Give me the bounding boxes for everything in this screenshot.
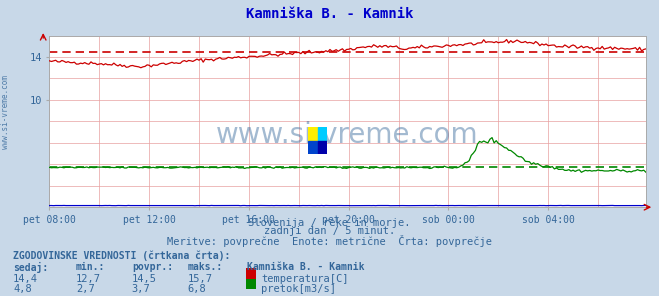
Text: 12,7: 12,7 xyxy=(76,274,101,284)
Text: ZGODOVINSKE VREDNOSTI (črtkana črta):: ZGODOVINSKE VREDNOSTI (črtkana črta): xyxy=(13,250,231,260)
Bar xyxy=(318,141,327,154)
Text: Kamniška B. - Kamnik: Kamniška B. - Kamnik xyxy=(247,262,364,272)
Text: sedaj:: sedaj: xyxy=(13,262,48,273)
Bar xyxy=(308,141,318,154)
Text: 2,7: 2,7 xyxy=(76,284,94,294)
Text: Kamniška B. - Kamnik: Kamniška B. - Kamnik xyxy=(246,7,413,21)
Bar xyxy=(308,127,318,141)
Text: www.si-vreme.com: www.si-vreme.com xyxy=(216,121,479,149)
Text: 15,7: 15,7 xyxy=(188,274,213,284)
Text: maks.:: maks.: xyxy=(188,262,223,272)
Text: temperatura[C]: temperatura[C] xyxy=(261,274,349,284)
Text: zadnji dan / 5 minut.: zadnji dan / 5 minut. xyxy=(264,226,395,237)
Text: povpr.:: povpr.: xyxy=(132,262,173,272)
Text: min.:: min.: xyxy=(76,262,105,272)
Text: pretok[m3/s]: pretok[m3/s] xyxy=(261,284,336,294)
Text: Slovenija / reke in morje.: Slovenija / reke in morje. xyxy=(248,218,411,228)
Text: 14,4: 14,4 xyxy=(13,274,38,284)
Text: 3,7: 3,7 xyxy=(132,284,150,294)
Text: www.si-vreme.com: www.si-vreme.com xyxy=(1,75,10,149)
Text: Meritve: povprečne  Enote: metrične  Črta: povprečje: Meritve: povprečne Enote: metrične Črta:… xyxy=(167,235,492,247)
Text: 4,8: 4,8 xyxy=(13,284,32,294)
Bar xyxy=(318,127,327,141)
Text: 14,5: 14,5 xyxy=(132,274,157,284)
Text: 6,8: 6,8 xyxy=(188,284,206,294)
